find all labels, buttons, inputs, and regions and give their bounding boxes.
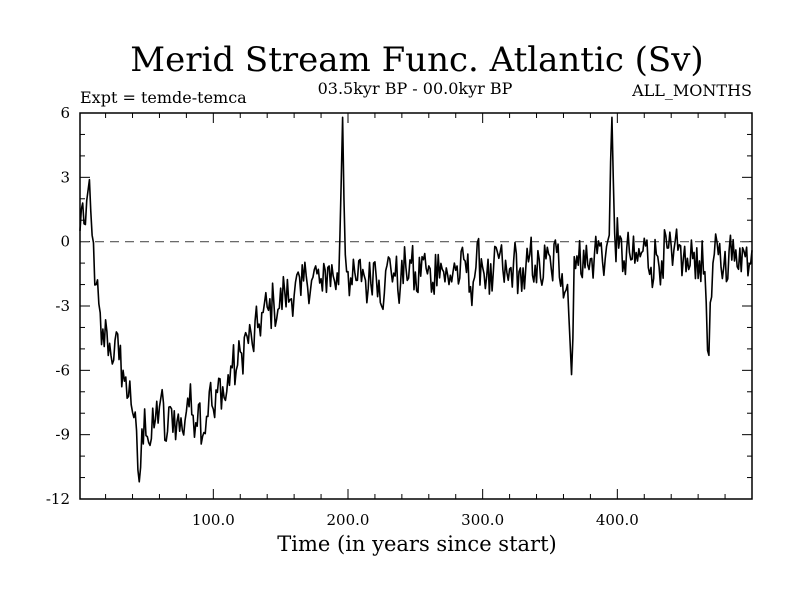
x-tick-label: 400.0 xyxy=(596,511,639,529)
series-line xyxy=(79,116,753,483)
time-range-label: 03.5kyr BP - 00.0kyr BP xyxy=(318,79,513,98)
tick-labels: 100.0 200.0 300.0 400.0 -12 -9 -6 -3 0 3 6 xyxy=(46,104,639,529)
y-tick-label: 3 xyxy=(60,168,70,186)
y-tick-label: -12 xyxy=(46,490,70,508)
y-tick-label: 6 xyxy=(60,104,70,122)
x-axis-label: Time (in years since start) xyxy=(277,532,556,556)
x-tick-label: 200.0 xyxy=(327,511,370,529)
y-tick-label: -9 xyxy=(55,426,70,444)
months-label: ALL_MONTHS xyxy=(631,81,752,100)
chart-title: Merid Stream Func. Atlantic (Sv) xyxy=(130,40,703,80)
x-tick-label: 100.0 xyxy=(192,511,235,529)
y-tick-label: -6 xyxy=(55,361,70,379)
x-tick-label: 300.0 xyxy=(461,511,504,529)
y-tick-label: 0 xyxy=(60,233,70,251)
plot-frame xyxy=(79,112,753,500)
experiment-label: Expt = temde-temca xyxy=(80,88,247,107)
y-tick-label: -3 xyxy=(55,297,70,315)
